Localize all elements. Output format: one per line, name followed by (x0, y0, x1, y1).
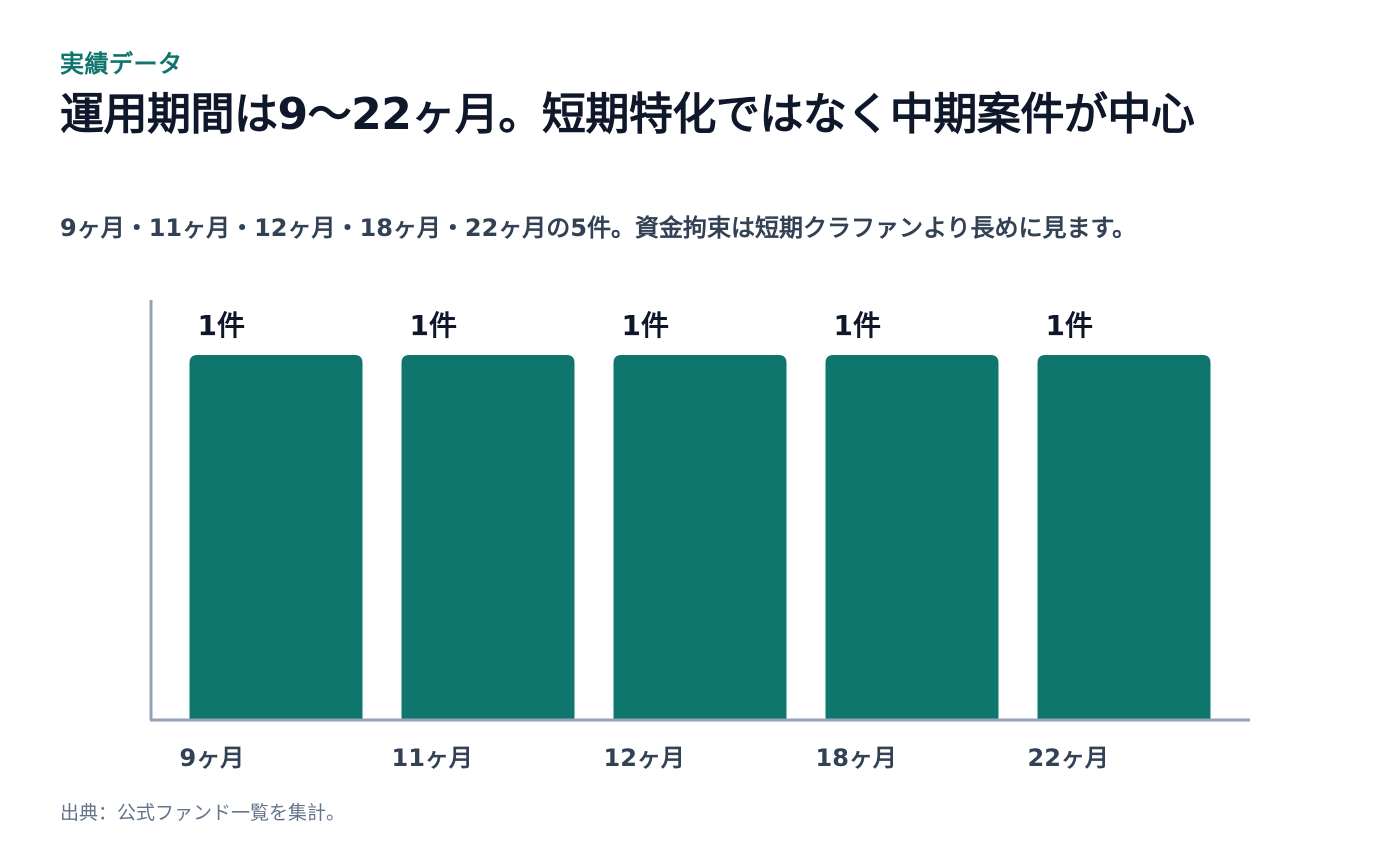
x-tick-label-0: 9ヶ月 (180, 744, 245, 772)
data-label-2: 1件 (622, 309, 669, 342)
x-tick-label-4: 22ヶ月 (1028, 744, 1109, 772)
bars-layer (189, 355, 1211, 720)
chart-subtitle: 9ヶ月・11ヶ月・12ヶ月・18ヶ月・22ヶ月の5件。資金拘束は短期クラファンよ… (60, 214, 1137, 242)
x-tick-label-2: 12ヶ月 (604, 744, 685, 772)
x-tick-label-1: 11ヶ月 (392, 744, 473, 772)
data-label-1: 1件 (410, 309, 457, 342)
x-tick-label-3: 18ヶ月 (816, 744, 897, 772)
source-note: 出典：公式ファンド一覧を集計。 (60, 802, 346, 824)
eyebrow-label: 実績データ (60, 50, 183, 78)
data-label-0: 1件 (198, 309, 245, 342)
bar-2 (613, 355, 787, 720)
bar-0 (189, 355, 363, 720)
data-label-3: 1件 (834, 309, 881, 342)
labels-layer: 1件 9ヶ月 1件 11ヶ月 1件 12ヶ月 1件 18ヶ月 1件 22ヶ月 (180, 309, 1109, 772)
data-label-4: 1件 (1046, 309, 1093, 342)
chart-title: 運用期間は9〜22ヶ月。短期特化ではなく中期案件が中心 (60, 89, 1195, 140)
bar-3 (825, 355, 999, 720)
bar-4 (1037, 355, 1211, 720)
bar-1 (401, 355, 575, 720)
